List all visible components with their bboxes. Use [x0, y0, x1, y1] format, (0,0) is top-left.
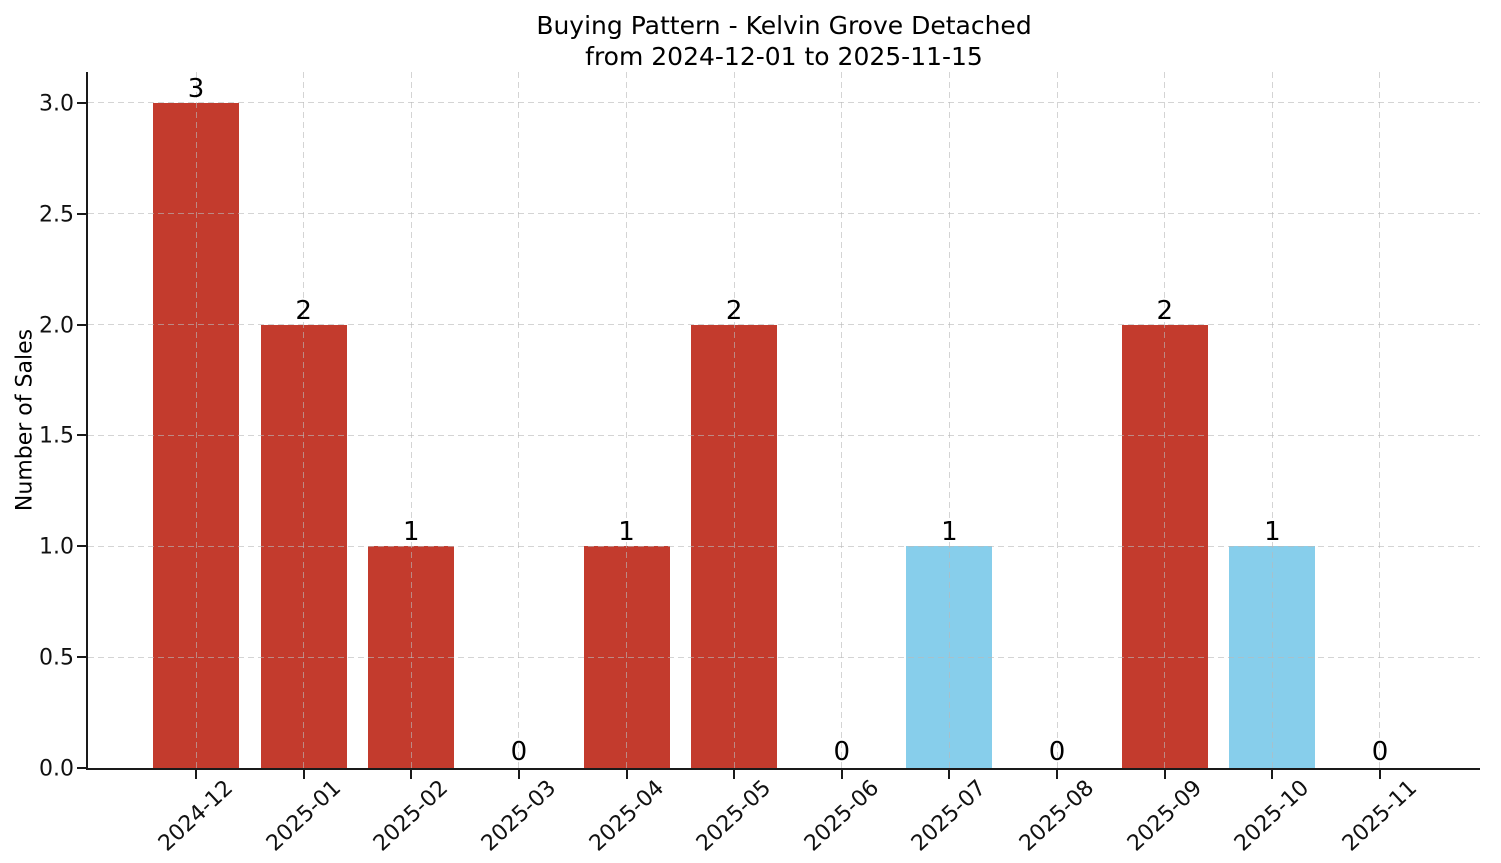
- chart-title: Buying Pattern - Kelvin Grove Detached f…: [88, 10, 1480, 72]
- y-axis-tick: [77, 434, 86, 437]
- x-axis-tick: [948, 770, 951, 779]
- y-tick-label: 2.5: [39, 202, 74, 228]
- chart-title-line-1: Buying Pattern - Kelvin Grove Detached: [536, 11, 1032, 40]
- x-axis-tick: [1056, 770, 1059, 779]
- bar-value-label: 0: [1371, 737, 1389, 767]
- x-tick-label: 2025-04: [584, 775, 669, 857]
- y-tick-label: 1.0: [39, 534, 74, 560]
- bar-value-label: 1: [1264, 517, 1281, 548]
- bar-value-label: 3: [187, 74, 205, 104]
- bar-value-label: 2: [295, 295, 312, 326]
- bar-value-label: 2: [725, 295, 743, 326]
- y-axis-tick: [77, 212, 86, 215]
- y-axis-spine: [86, 72, 88, 770]
- x-tick-label: 2025-05: [692, 775, 777, 857]
- x-tick-label: 2025-10: [1230, 775, 1315, 857]
- bar-value-label: 2: [1156, 295, 1173, 326]
- x-axis-tick: [733, 770, 736, 779]
- y-axis-tick: [77, 767, 86, 769]
- y-axis-tick: [77, 323, 86, 326]
- label-layer: 0.0 0.5 1.0 1.5 2.0 2.5 3.0 3 2024-12 2 2025-01 1 20…: [39, 72, 1480, 856]
- y-tick-label: 3.0: [39, 91, 74, 117]
- bar-value-label: 0: [510, 737, 528, 767]
- x-axis-tick: [840, 770, 843, 779]
- x-tick-label: 2025-07: [907, 775, 992, 857]
- x-tick-label: 2025-02: [369, 775, 454, 857]
- x-axis-tick: [195, 770, 197, 779]
- bar-value-label: 1: [402, 517, 420, 548]
- y-tick-label: 1.5: [39, 423, 74, 449]
- x-tick-label: 2025-01: [261, 775, 346, 857]
- x-axis-tick: [1378, 770, 1381, 779]
- x-tick-label: 2025-11: [1337, 775, 1423, 857]
- bar-value-label: 1: [618, 517, 635, 548]
- x-axis-tick: [302, 770, 305, 779]
- bar-value-label: 1: [941, 517, 958, 548]
- x-axis-tick: [410, 770, 413, 779]
- bar-value-label: 0: [833, 737, 851, 767]
- y-axis-tick: [77, 101, 86, 104]
- x-tick-label: 2025-08: [1014, 775, 1100, 857]
- bar-value-label: 0: [1048, 737, 1066, 767]
- y-tick-label: 0.0: [39, 756, 74, 782]
- x-axis-spine: [86, 768, 1480, 770]
- x-tick-label: 2025-09: [1122, 775, 1207, 857]
- x-axis-tick: [1271, 770, 1274, 779]
- x-tick-label: 2024-12: [153, 775, 239, 857]
- chart-title-line-2: from 2024-12-01 to 2025-11-15: [585, 42, 983, 71]
- plot-area: 0.0 0.5 1.0 1.5 2.0 2.5 3.0 3 2024-12 2 2025-01 1 20…: [39, 72, 1480, 856]
- x-tick-label: 2025-06: [799, 775, 884, 857]
- x-axis-tick: [517, 770, 520, 779]
- x-axis-tick: [1163, 770, 1166, 779]
- y-tick-label: 0.5: [39, 645, 74, 671]
- y-axis-label: Number of Sales: [12, 328, 38, 512]
- y-axis-tick: [77, 656, 86, 659]
- y-tick-label: 2.0: [39, 313, 74, 339]
- x-tick-label: 2025-03: [476, 775, 562, 857]
- y-axis-tick: [77, 545, 86, 548]
- x-axis-tick: [625, 770, 628, 779]
